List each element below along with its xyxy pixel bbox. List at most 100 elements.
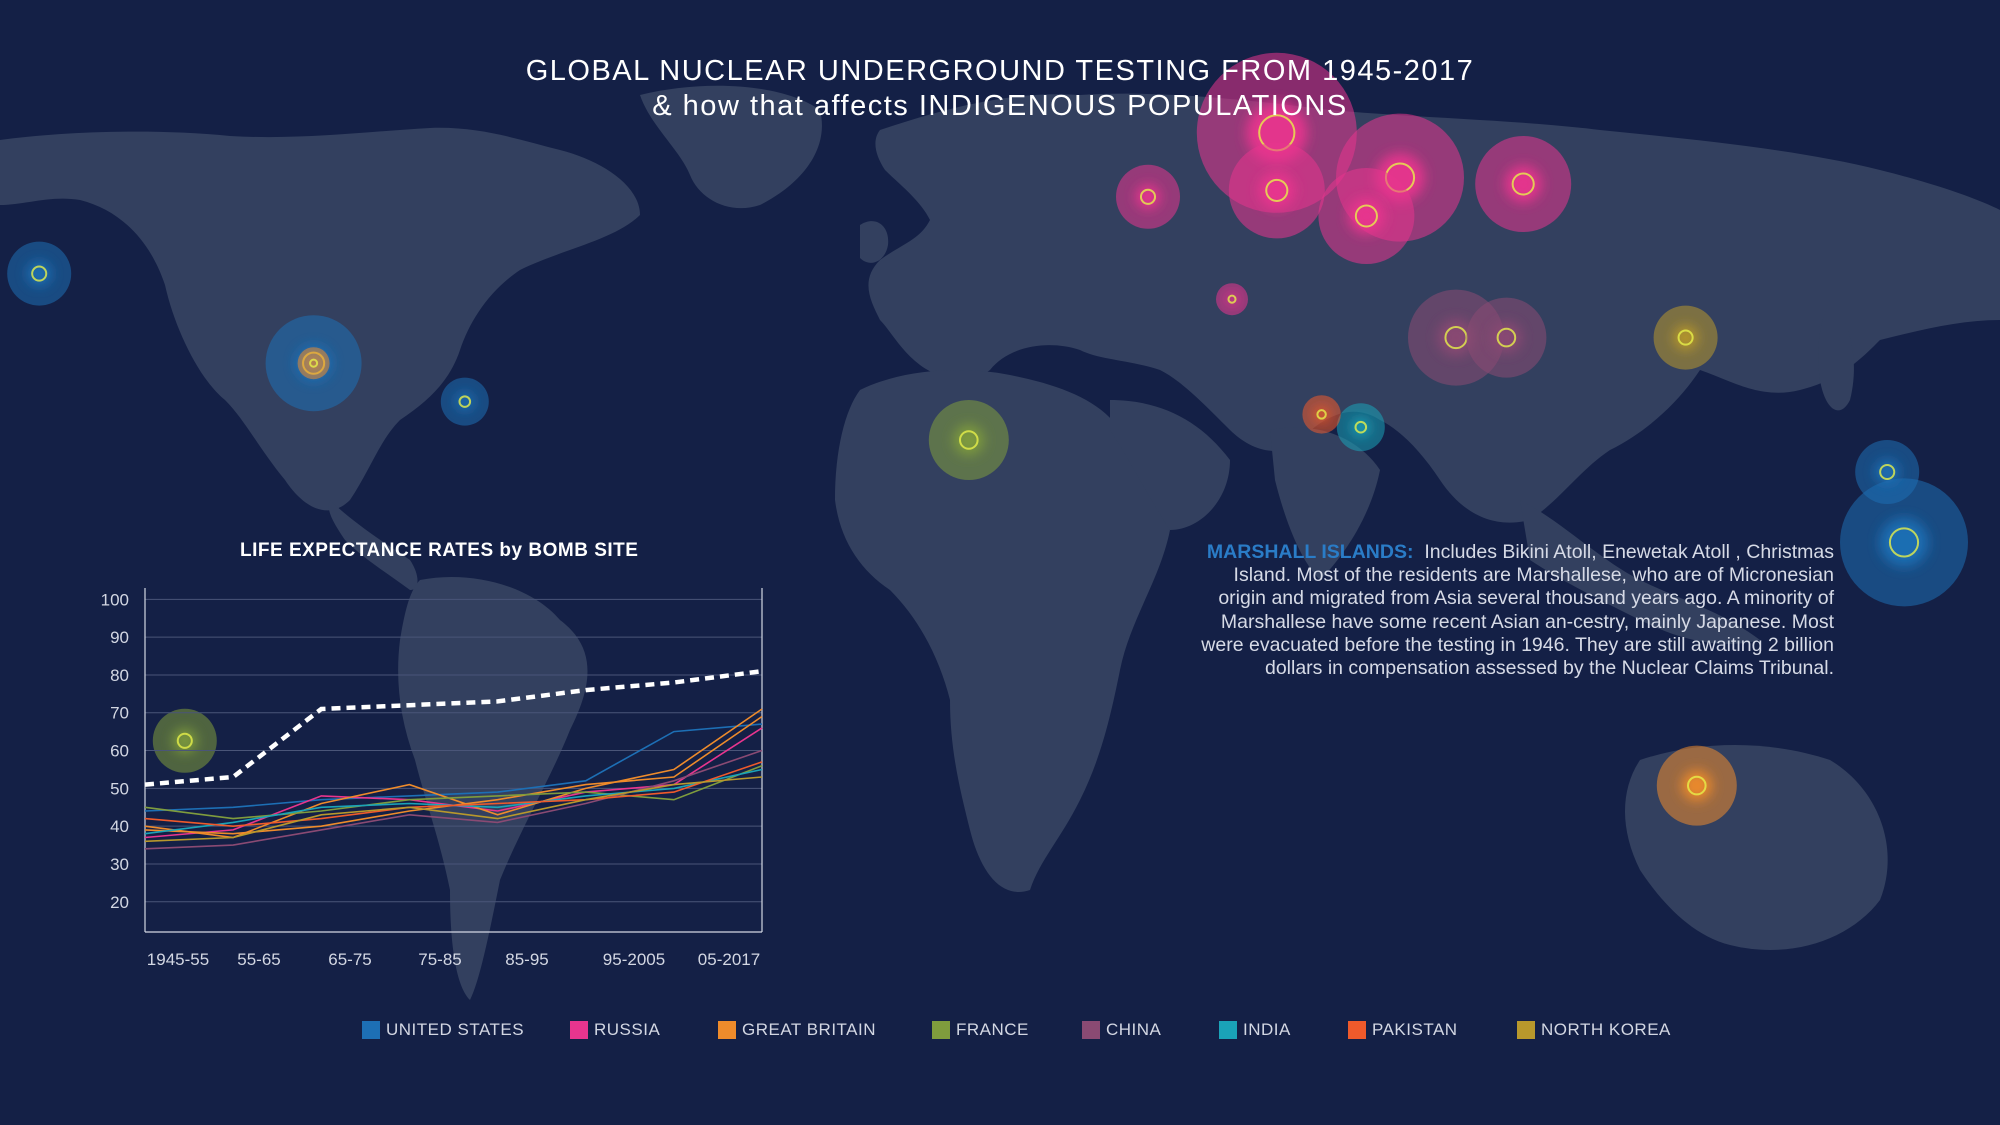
x-tick-label: 95-2005 [603, 950, 665, 969]
legend-item: FRANCE [932, 1020, 1029, 1040]
test-site-1-5 [1116, 164, 1180, 229]
legend-label: FRANCE [956, 1020, 1029, 1039]
test-site-glow [455, 392, 474, 411]
test-site-glow [172, 728, 197, 753]
y-tick-label: 30 [110, 855, 129, 874]
test-site-core [1265, 178, 1289, 202]
japan [1818, 300, 1854, 411]
southeast-asia [1520, 500, 1760, 644]
y-tick-label: 40 [110, 817, 129, 836]
central-america [328, 500, 418, 590]
test-site-core [31, 265, 48, 282]
legend-item: UNITED STATES [362, 1020, 524, 1040]
y-tick-label: 90 [110, 628, 129, 647]
test-site-core [1511, 172, 1535, 196]
legend-swatch [1082, 1021, 1100, 1039]
legend-label: GREAT BRITAIN [742, 1020, 877, 1039]
test-site-glow [1681, 770, 1713, 801]
test-site-core [1677, 329, 1694, 346]
legend-label: RUSSIA [594, 1020, 661, 1039]
greenland [640, 85, 822, 209]
africa [835, 370, 1170, 892]
test-site-4-1 [1466, 297, 1547, 378]
test-site-glow [1673, 325, 1698, 350]
test-site-core [1227, 294, 1237, 304]
test-site-glow [1879, 518, 1929, 567]
test-site-core [1139, 188, 1157, 205]
test-site-2-0 [297, 347, 330, 380]
test-site-core [458, 395, 472, 408]
legend-item: PAKISTAN [1348, 1020, 1458, 1040]
test-site-core [1879, 463, 1896, 481]
legend-swatch [718, 1021, 736, 1039]
series-line-8 [144, 761, 763, 828]
test-site-core [176, 732, 193, 749]
test-site-0-0 [7, 241, 72, 306]
legend-item: CHINA [1082, 1020, 1161, 1040]
test-site-glow [1135, 184, 1161, 209]
x-tick-label: 75-85 [418, 950, 461, 969]
arabia [1110, 400, 1230, 530]
series-line-1 [144, 723, 763, 812]
test-site-glow [27, 261, 52, 286]
test-site-3-1 [152, 708, 217, 773]
test-site-1-3 [1318, 168, 1415, 264]
legend-label: PAKISTAN [1372, 1020, 1458, 1039]
test-site-2-1 [1656, 745, 1737, 826]
test-site-glow [1351, 418, 1370, 437]
legend-label: INDIA [1243, 1020, 1291, 1039]
test-site-core [959, 430, 979, 450]
test-site-glow [1875, 459, 1900, 485]
legend-item: RUSSIA [570, 1020, 660, 1040]
legend-swatch [1348, 1021, 1366, 1039]
x-tick-label: 55-65 [237, 950, 280, 969]
test-site-3-0 [928, 400, 1009, 480]
y-tick-label: 20 [110, 893, 129, 912]
legend-item: INDIA [1219, 1020, 1291, 1040]
legend-swatch [932, 1021, 950, 1039]
test-site-glow [953, 424, 984, 456]
legend-label: NORTH KOREA [1541, 1020, 1671, 1039]
x-tick-label: 05-2017 [698, 950, 760, 969]
test-site-1-6 [1216, 283, 1248, 316]
test-site-1-1 [1228, 142, 1325, 239]
legend-item: GREAT BRITAIN [718, 1020, 876, 1040]
annotation-body: Includes Bikini Atoll, Enewetak Atoll , … [1201, 541, 1834, 680]
chart-title: LIFE EXPECTANCE RATES by BOMB SITE [240, 540, 639, 561]
test-site-glow [1437, 319, 1475, 356]
test-site-glow [1348, 197, 1385, 235]
legend-swatch [570, 1021, 588, 1039]
test-site-core [1316, 409, 1327, 420]
life-expectancy-chart: 20 30 40 50 60 70 80 90 100 1945-55 55-65 65-75 75-8… [101, 588, 763, 969]
legend: UNITED STATES RUSSIA GREAT BRITAIN FRANCE CH… [0, 1020, 2000, 1044]
y-tick-label: 50 [110, 779, 129, 798]
uk [860, 221, 889, 263]
test-site-7-0 [1653, 305, 1718, 370]
test-site-5-0 [1336, 403, 1385, 452]
test-site-1-4 [1475, 136, 1572, 232]
test-site-bubbles [7, 52, 1968, 826]
test-site-glow [1258, 172, 1296, 209]
y-tick-label: 60 [110, 742, 129, 761]
series-line-5 [144, 764, 763, 820]
series-line-9 [144, 776, 763, 843]
test-site-0-3 [1840, 478, 1968, 607]
x-tick-label: 1945-55 [147, 950, 209, 969]
test-site-6-0 [1302, 395, 1341, 434]
test-site-core [309, 358, 319, 368]
marshall-islands-note: MARSHALL ISLANDS: Includes Bikini Atoll,… [1200, 541, 1834, 680]
legend-label: CHINA [1106, 1020, 1162, 1039]
test-site-glow [1504, 165, 1542, 203]
y-tick-label: 80 [110, 666, 129, 685]
x-tick-label: 65-75 [328, 950, 371, 969]
india-subcontinent [1270, 427, 1380, 580]
legend-label: UNITED STATES [386, 1020, 525, 1039]
annotation-heading: MARSHALL ISLANDS: [1206, 541, 1414, 563]
map-title: GLOBAL NUCLEAR UNDERGROUND TESTING FROM … [525, 55, 1475, 87]
series-line-6 [144, 749, 763, 850]
test-site-core [1687, 775, 1707, 796]
legend-swatch [1219, 1021, 1237, 1039]
x-tick-label: 85-95 [505, 950, 548, 969]
series-line-average [144, 668, 763, 787]
